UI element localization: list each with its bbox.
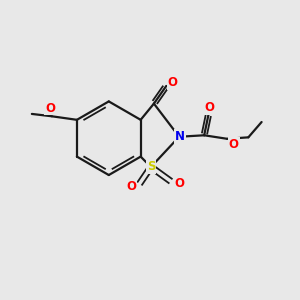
Text: O: O [45,101,56,115]
Text: O: O [229,138,238,151]
Text: O: O [204,101,214,114]
Text: S: S [147,160,155,173]
Text: O: O [168,76,178,89]
Text: N: N [175,130,185,143]
Text: O: O [126,180,136,193]
Text: O: O [175,177,184,190]
